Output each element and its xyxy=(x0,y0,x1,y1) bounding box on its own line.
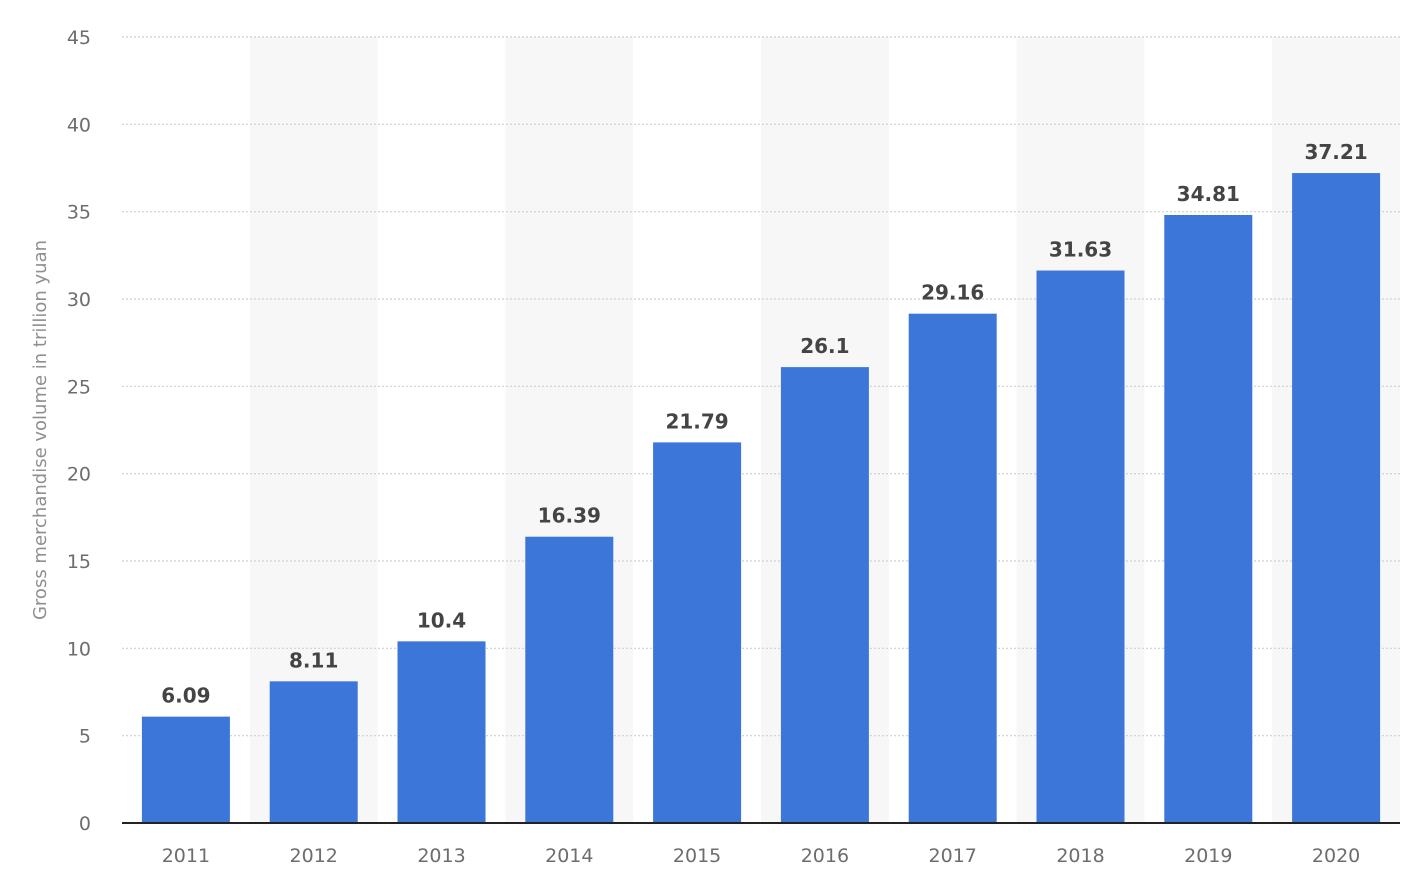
bar-2019 xyxy=(1164,214,1253,823)
y-tick-label: 35 xyxy=(67,202,91,224)
x-tick-label: 2011 xyxy=(162,845,210,867)
y-axis-label: Gross merchandise volume in trillion yua… xyxy=(30,240,51,620)
bar-2012 xyxy=(269,681,358,823)
x-tick-label: 2019 xyxy=(1184,845,1232,867)
data-label: 16.39 xyxy=(538,504,601,528)
x-tick-label: 2012 xyxy=(290,845,338,867)
x-tick-label: 2018 xyxy=(1056,845,1104,867)
x-tick-label: 2020 xyxy=(1312,845,1360,867)
y-tick-label: 30 xyxy=(67,289,91,311)
data-label: 31.63 xyxy=(1049,238,1112,262)
data-label: 8.11 xyxy=(289,648,338,672)
y-tick-label: 45 xyxy=(67,27,91,49)
y-tick-label: 20 xyxy=(67,464,91,486)
bar-2020 xyxy=(1292,173,1381,824)
y-tick-label: 40 xyxy=(67,114,91,136)
bar-2014 xyxy=(525,536,614,823)
y-tick-label: 0 xyxy=(79,813,91,835)
x-tick-label: 2017 xyxy=(929,845,977,867)
y-tick-label: 10 xyxy=(67,638,91,660)
bar-2016 xyxy=(780,367,869,823)
bar-2013 xyxy=(397,641,486,823)
data-label: 29.16 xyxy=(921,281,984,305)
y-tick-label: 25 xyxy=(67,376,91,398)
x-tick-label: 2013 xyxy=(417,845,465,867)
x-tick-label: 2016 xyxy=(801,845,849,867)
data-labels: 6.09 8.11 10.4 16.39 21.79 26.1 29.16 31.63 34.8… xyxy=(161,140,1368,708)
bar-2011 xyxy=(141,716,230,823)
x-axis-ticks: 2011 2012 2013 2014 2015 2016 2017 2018 2019 2020 xyxy=(162,845,1361,867)
x-tick-label: 2015 xyxy=(673,845,721,867)
bar-2017 xyxy=(908,313,997,823)
data-label: 21.79 xyxy=(665,409,728,433)
data-label: 10.4 xyxy=(417,608,466,632)
bar-2015 xyxy=(653,442,742,823)
bars xyxy=(141,173,1381,824)
x-tick-label: 2014 xyxy=(545,845,593,867)
data-label: 26.1 xyxy=(800,334,849,358)
y-axis-ticks: 0 5 10 15 20 25 30 35 40 45 xyxy=(67,27,91,835)
data-label: 6.09 xyxy=(161,684,210,708)
y-tick-label: 5 xyxy=(79,726,91,748)
bar-2018 xyxy=(1036,270,1125,824)
data-label: 34.81 xyxy=(1177,182,1240,206)
y-tick-label: 15 xyxy=(67,551,91,573)
data-label: 37.21 xyxy=(1304,140,1367,164)
